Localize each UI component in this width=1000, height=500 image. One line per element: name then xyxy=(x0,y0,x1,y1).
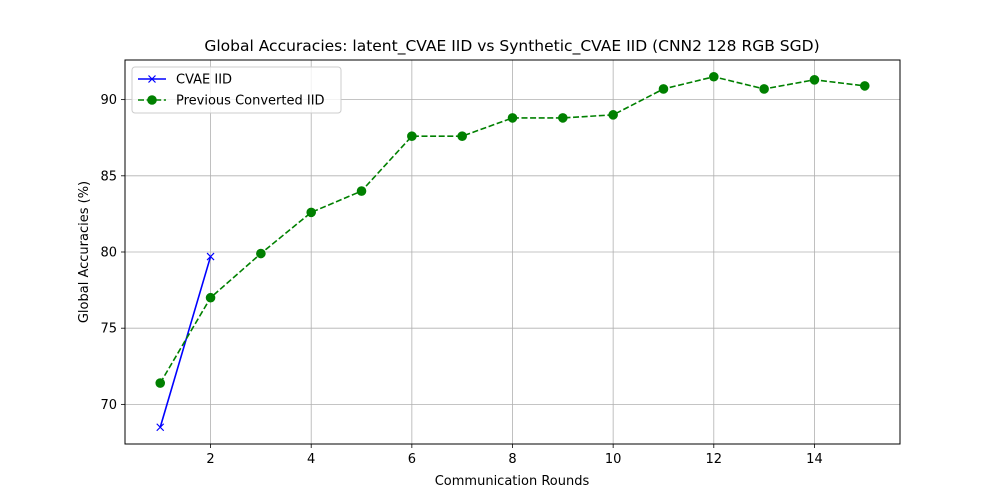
y-axis-label: Global Accuracies (%) xyxy=(77,181,92,323)
data-point xyxy=(809,75,820,85)
data-point xyxy=(608,110,618,120)
legend-label: CVAE IID xyxy=(176,73,232,88)
x-axis-ticks: 2 4 6 8 10 12 14 xyxy=(206,444,823,467)
data-point xyxy=(457,131,467,141)
data-point xyxy=(156,423,165,432)
data-point xyxy=(155,378,166,388)
legend-box xyxy=(131,66,342,114)
legend-entry: CVAE IID xyxy=(138,73,232,88)
x-axis-label: Communication Rounds xyxy=(435,474,590,489)
data-point xyxy=(356,186,367,196)
y-tick-label: 75 xyxy=(100,322,117,337)
data-point xyxy=(759,84,769,94)
data-point xyxy=(558,113,568,123)
data-point xyxy=(859,81,870,91)
legend-swatch-marker xyxy=(147,95,157,105)
data-point xyxy=(205,292,216,303)
x-tick-label: 2 xyxy=(206,452,214,467)
data-point xyxy=(708,71,719,82)
legend-entry: Previous Converted IID xyxy=(138,94,325,109)
chart-title: Global Accuracies: latent_CVAE IID vs Sy… xyxy=(204,37,819,56)
data-point xyxy=(206,252,215,261)
data-point xyxy=(407,131,417,141)
legend-label: Previous Converted IID xyxy=(176,94,325,109)
x-tick-label: 12 xyxy=(706,452,723,467)
series-layer xyxy=(155,71,870,432)
x-tick-label: 10 xyxy=(605,452,622,467)
data-point xyxy=(256,248,266,259)
series-previous-converted-iid xyxy=(155,71,870,388)
data-point xyxy=(507,113,518,123)
data-point xyxy=(306,207,317,218)
series-line xyxy=(159,75,865,384)
y-tick-label: 80 xyxy=(100,246,117,261)
y-axis-ticks: 70 75 80 85 90 xyxy=(100,93,125,413)
legend: CVAE IID Previous Converted IID xyxy=(131,66,342,114)
x-tick-label: 14 xyxy=(806,452,823,467)
x-tick-label: 8 xyxy=(508,452,516,467)
y-tick-label: 70 xyxy=(100,398,117,413)
legend-swatch-marker xyxy=(148,75,156,83)
y-tick-label: 85 xyxy=(100,169,117,184)
data-point xyxy=(658,84,669,94)
y-tick-label: 90 xyxy=(100,93,117,108)
x-tick-label: 4 xyxy=(307,452,315,467)
x-tick-label: 6 xyxy=(408,452,416,467)
